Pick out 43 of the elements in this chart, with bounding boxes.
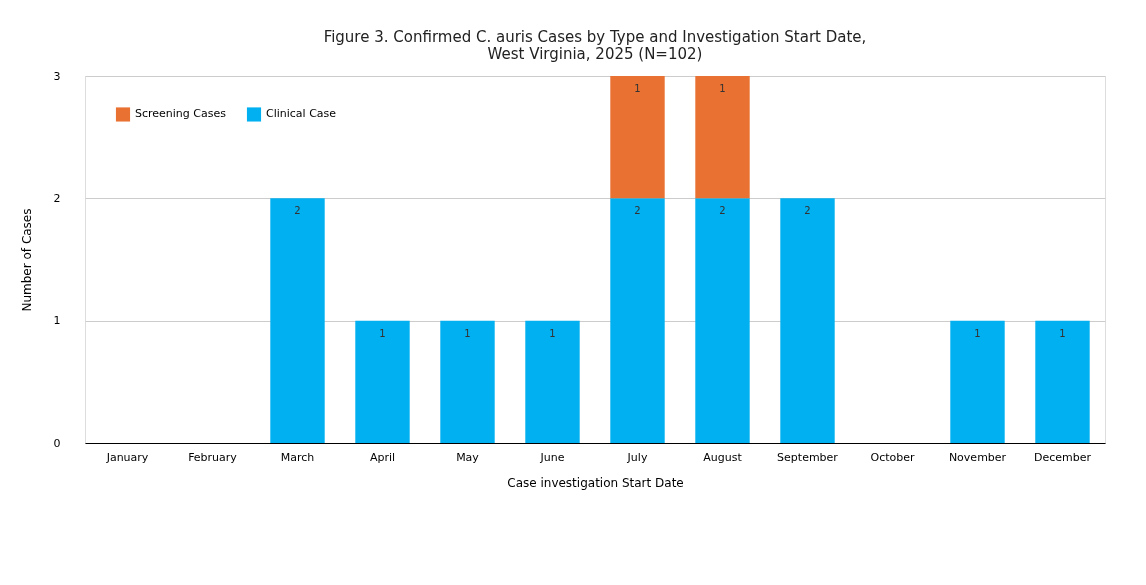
data-label: 1: [974, 327, 981, 339]
x-tick-label: March: [280, 450, 315, 464]
data-label: 1: [1059, 327, 1066, 339]
x-tick-label: June: [539, 450, 565, 464]
bar: [780, 198, 835, 443]
y-tick-label: 0: [53, 436, 61, 450]
bar: [1035, 320, 1090, 443]
bar: [525, 320, 580, 443]
data-label: 2: [719, 205, 726, 217]
y-tick-label: 1: [53, 314, 61, 328]
x-tick-label: October: [870, 450, 915, 464]
x-tick-label: April: [369, 450, 396, 464]
legend-label: Clinical Case: [266, 107, 337, 121]
data-label: 2: [634, 205, 641, 217]
legend-label: Screening Cases: [135, 107, 227, 121]
data-label: 1: [549, 327, 556, 339]
x-tick-label: July: [626, 450, 648, 464]
x-tick-label: December: [1033, 450, 1092, 464]
y-axis-title: Number of Cases: [19, 208, 34, 312]
x-tick-label: May: [456, 450, 480, 464]
x-tick-label: February: [188, 450, 238, 464]
y-tick-label: 2: [53, 191, 61, 205]
data-label: 2: [804, 205, 811, 217]
y-tick-label: 3: [53, 69, 61, 83]
bar: [695, 198, 750, 443]
data-label: 1: [464, 327, 471, 339]
bar: [270, 198, 325, 443]
bar: [355, 320, 410, 443]
x-tick-label: August: [703, 450, 743, 464]
x-tick-label: November: [948, 450, 1007, 464]
bar: [610, 76, 665, 199]
chart-title: Figure 3. Confirmed C. auris Cases by Type and Investigation Start Date, West Virginia, 2025 (N=102): [323, 28, 867, 63]
bar: [950, 320, 1005, 443]
data-label: 1: [719, 83, 726, 94]
data-label: 2: [294, 205, 301, 217]
bar: [440, 320, 495, 443]
x-tick-label: September: [777, 450, 839, 464]
data-label: 1: [379, 327, 386, 339]
x-tick-label: January: [105, 450, 149, 464]
x-axis-title: Case investigation Start Date: [507, 475, 684, 490]
bar: [695, 76, 750, 199]
data-label: 1: [634, 83, 641, 94]
bar: [610, 198, 665, 443]
